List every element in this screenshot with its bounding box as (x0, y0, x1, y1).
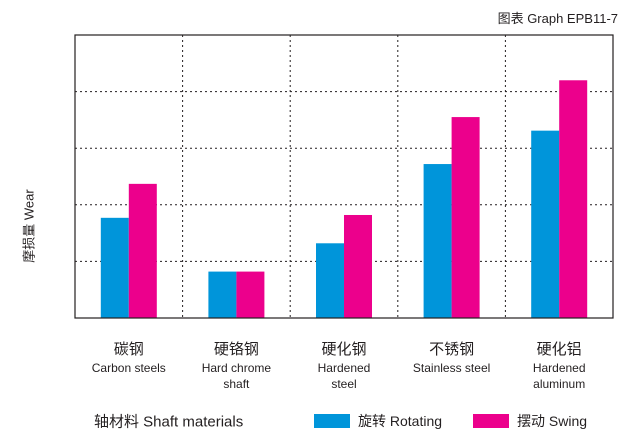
bar-swing-1 (236, 271, 265, 318)
grid-lines (75, 35, 613, 318)
x-axis-label: 轴材料 Shaft materials (94, 413, 244, 431)
bar-swing-0 (128, 183, 157, 318)
category-label-zh: 硬铬钢 (213, 341, 259, 358)
category-label-en: Hardened (532, 361, 586, 375)
category-label-en: steel (331, 377, 357, 391)
category-label-zh: 不锈钢 (429, 341, 475, 358)
bar-rotating-3 (423, 164, 452, 318)
bar-rotating-0 (100, 217, 129, 318)
legend-item-rotating: 旋转 Rotating (314, 411, 442, 431)
legend-label-rotating: 旋转 Rotating (358, 413, 443, 429)
category-label-en: shaft (223, 377, 250, 391)
category-label-en: Hardened (317, 361, 371, 375)
bar-swing-2 (344, 214, 372, 318)
category-label-zh: 碳钢 (113, 341, 144, 358)
legend-item-swing: 摆动 Swing (473, 411, 587, 431)
bar-swing-4 (559, 80, 588, 318)
category-label-en: Stainless steel (412, 361, 491, 375)
legend-label-swing: 摆动 Swing (517, 413, 588, 429)
category-label-zh: 硬化铝 (536, 341, 582, 358)
bar-swing-3 (451, 117, 480, 318)
category-label-en: aluminum (533, 377, 586, 391)
category-label-4: 硬化铝 Hardened aluminum (509, 340, 609, 392)
category-label-en: Carbon steels (91, 361, 166, 375)
category-label-0: 碳钢 Carbon steels (79, 340, 179, 376)
chart-title: 图表 Graph EPB11-7 (497, 11, 618, 26)
plot-frame (74, 34, 614, 319)
category-label-3: 不锈钢 Stainless steel (402, 340, 502, 376)
category-label-1: 硬铬钢 Hard chrome shaft (186, 340, 286, 392)
bar-rotating-1 (208, 271, 237, 318)
category-label-en: Hard chrome (201, 361, 272, 375)
category-label-2: 硬化钢 Hardened steel (294, 340, 394, 392)
legend-swatch-rotating (314, 414, 350, 428)
bar-rotating-2 (316, 243, 344, 318)
category-label-zh: 硬化钢 (321, 341, 367, 358)
bars (100, 80, 588, 318)
bar-rotating-4 (531, 130, 560, 318)
legend-swatch-swing (473, 414, 509, 428)
